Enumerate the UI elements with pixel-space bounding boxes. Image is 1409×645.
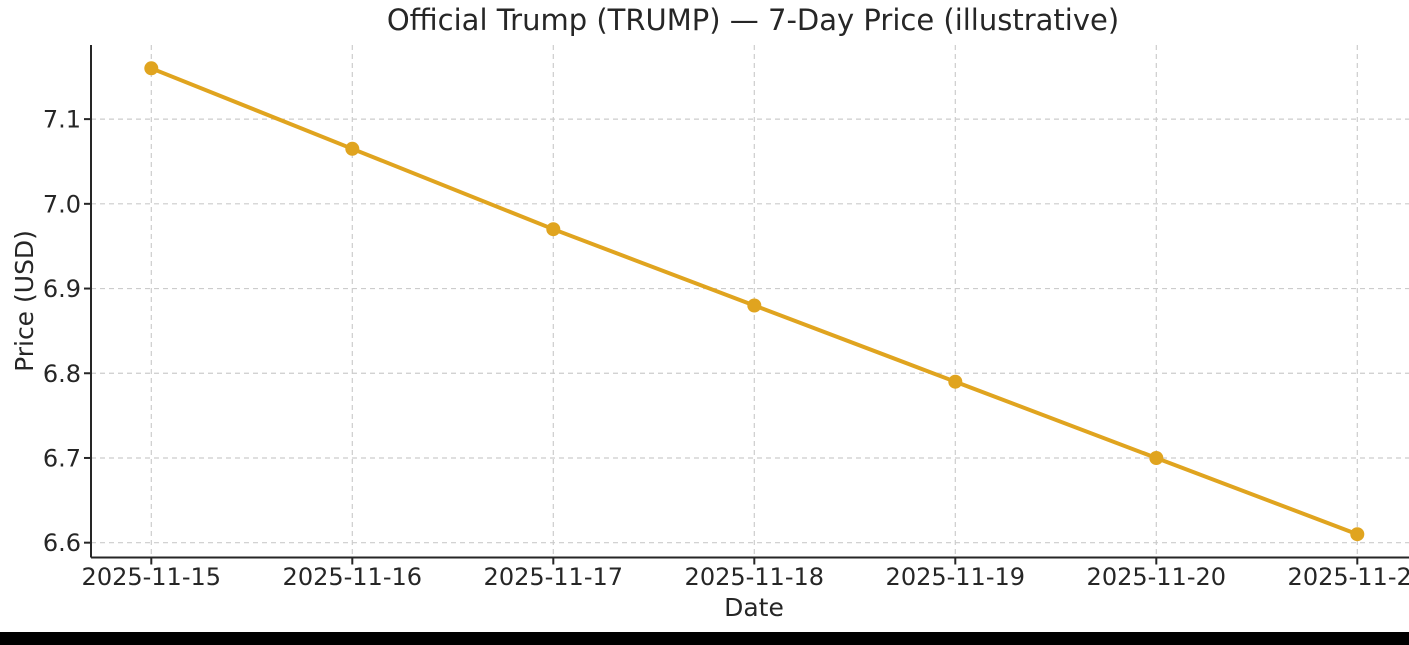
data-point — [948, 374, 963, 389]
x-tick-label: 2025-11-19 — [886, 563, 1025, 591]
bottom-bar — [0, 632, 1409, 645]
price-line-chart: 2025-11-15 2025-11-16 2025-11-17 2025-11-18… — [10, 3, 1409, 622]
x-axis-label: Date — [724, 593, 784, 622]
chart-title: Official Trump (TRUMP) — 7-Day Price (il… — [387, 3, 1119, 37]
x-tick-label: 2025-11-20 — [1087, 563, 1226, 591]
x-tick-label: 2025-11-18 — [685, 563, 824, 591]
data-point — [144, 61, 159, 76]
y-tick-label: 6.7 — [43, 444, 81, 472]
y-tick-label: 7.0 — [43, 190, 81, 218]
y-axis-label: Price (USD) — [10, 230, 39, 372]
data-point — [1350, 527, 1365, 542]
plot-area: 2025-11-15 2025-11-16 2025-11-17 2025-11-18… — [43, 45, 1409, 591]
data-point — [546, 222, 561, 237]
y-tick-label: 6.9 — [43, 275, 81, 303]
data-point — [747, 298, 762, 313]
data-point — [345, 141, 360, 156]
x-tick-label: 2025-11-15 — [82, 563, 221, 591]
y-tick-label: 6.6 — [43, 529, 81, 557]
x-tick-label: 2025-11-16 — [283, 563, 422, 591]
x-tick-label: 2025-11-21 — [1288, 563, 1409, 591]
data-point — [1149, 451, 1164, 465]
x-tick-label: 2025-11-17 — [484, 563, 623, 591]
y-tick-label: 7.1 — [43, 106, 81, 134]
y-tick-label: 6.8 — [43, 360, 81, 388]
